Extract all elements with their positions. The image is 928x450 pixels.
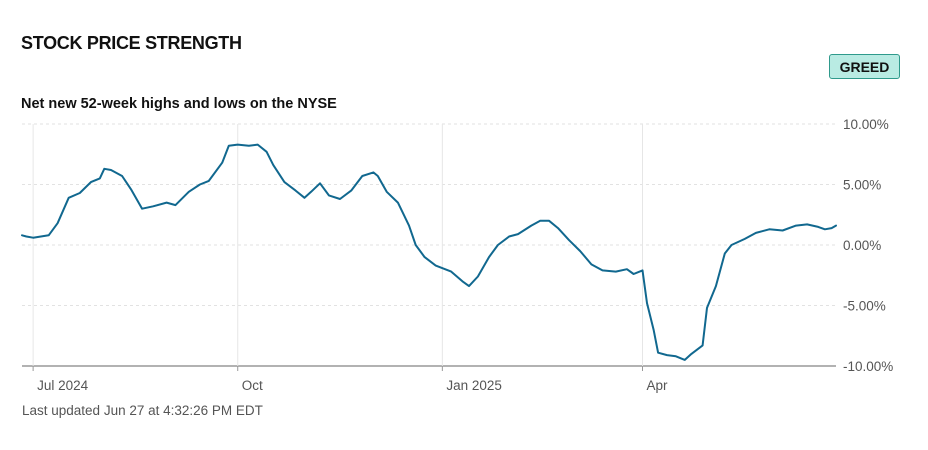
y-tick-label: 10.00% [843,117,889,132]
y-axis-labels: 10.00% 5.00% 0.00% -5.00% -10.00% [843,117,893,374]
page-title: STOCK PRICE STRENGTH [21,33,242,53]
x-tick-label: Jan 2025 [446,378,502,393]
y-tick-label: -5.00% [843,299,886,314]
series-line [21,143,837,361]
x-axis-labels: Jul 2024 Oct Jan 2025 Apr [37,378,668,393]
y-gridlines [22,123,836,367]
x-tick-label: Apr [647,378,669,393]
x-gridlines [32,124,644,371]
x-tick-label: Oct [242,378,263,393]
x-tick-label: Jul 2024 [37,378,89,393]
y-tick-label: -10.00% [843,359,893,374]
line-chart: 10.00% 5.00% 0.00% -5.00% -10.00% Jul 2024 Oc… [21,117,893,393]
y-tick-label: 5.00% [843,178,881,193]
sentiment-badge: GREED [829,54,900,79]
y-tick-label: 0.00% [843,238,881,253]
chart-subtitle: Net new 52-week highs and lows on the NY… [21,96,337,112]
last-updated-text: Last updated Jun 27 at 4:32:26 PM EDT [22,403,263,418]
